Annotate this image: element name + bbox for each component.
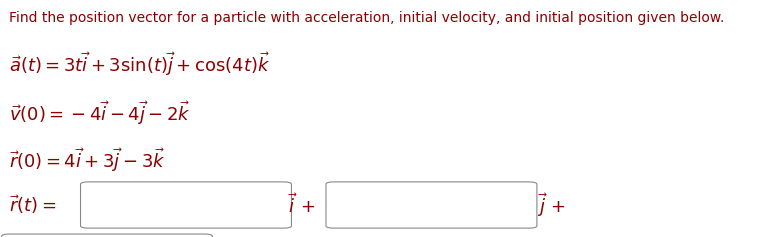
FancyBboxPatch shape bbox=[81, 182, 291, 228]
Text: $\vec{j}\,+$: $\vec{j}\,+$ bbox=[537, 191, 565, 219]
Text: $\vec{a}(t) = 3t\vec{i} + 3\sin(t)\vec{j} + \cos(4t)\vec{k}$: $\vec{a}(t) = 3t\vec{i} + 3\sin(t)\vec{j… bbox=[9, 50, 270, 78]
FancyBboxPatch shape bbox=[326, 182, 537, 228]
Text: $\vec{i}\,+$: $\vec{i}\,+$ bbox=[288, 193, 316, 217]
FancyBboxPatch shape bbox=[2, 234, 212, 237]
Text: $\vec{v}(0) = -4\vec{i} - 4\vec{j} - 2\vec{k}$: $\vec{v}(0) = -4\vec{i} - 4\vec{j} - 2\v… bbox=[9, 99, 191, 127]
Text: $\vec{r}(0) = 4\vec{i} + 3\vec{j} - 3\vec{k}$: $\vec{r}(0) = 4\vec{i} + 3\vec{j} - 3\ve… bbox=[9, 146, 166, 174]
Text: Find the position vector for a particle with acceleration, initial velocity, and: Find the position vector for a particle … bbox=[9, 11, 725, 25]
Text: $\vec{r}(t) = $: $\vec{r}(t) = $ bbox=[9, 194, 56, 216]
